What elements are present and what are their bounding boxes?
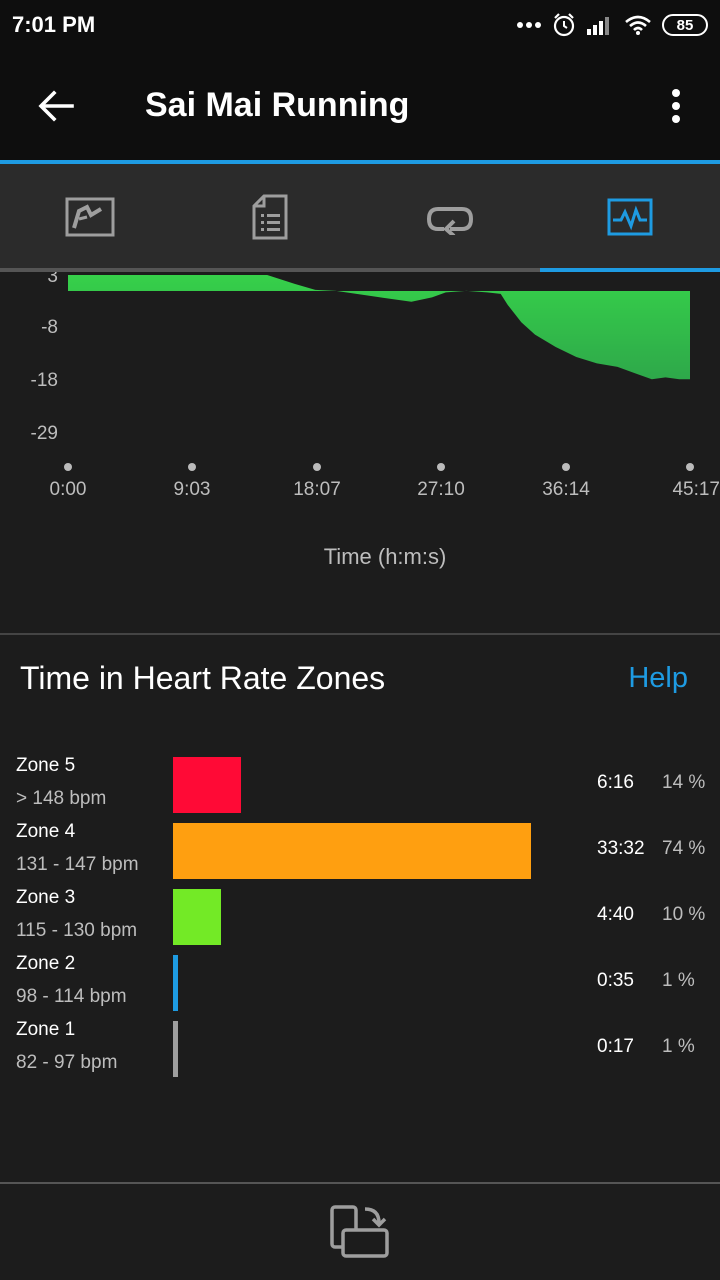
zone-name: Zone 1 xyxy=(16,1019,76,1040)
tab-details[interactable] xyxy=(180,164,360,270)
y-tick-label: 3 xyxy=(47,272,58,287)
battery-icon: 85 xyxy=(662,14,708,36)
section-divider xyxy=(0,633,720,635)
zone-bar xyxy=(173,823,531,879)
zone-time: 33:32 xyxy=(597,838,645,859)
x-tick-mark xyxy=(64,463,72,471)
x-tick-label: 9:03 xyxy=(173,479,211,500)
x-tick-mark xyxy=(188,463,196,471)
app-bar: Sai Mai Running xyxy=(0,50,720,162)
x-tick-mark xyxy=(437,463,445,471)
zone-range: > 148 bpm xyxy=(16,788,107,809)
active-tab-indicator xyxy=(540,268,720,272)
zone-name: Zone 2 xyxy=(16,953,76,974)
zone-range: 131 - 147 bpm xyxy=(16,854,139,875)
battery-level: 85 xyxy=(676,16,694,34)
x-tick-label: 45:17 xyxy=(672,479,720,500)
zone-range: 115 - 130 bpm xyxy=(16,920,138,941)
more-dots-icon xyxy=(517,22,541,28)
wifi-icon xyxy=(625,15,651,35)
x-tick-label: 27:10 xyxy=(417,479,465,500)
zones-section-title: Time in Heart Rate Zones xyxy=(20,660,386,696)
details-icon xyxy=(252,194,288,240)
back-arrow-icon xyxy=(38,90,74,122)
x-axis-label: Time (h:m:s) xyxy=(323,544,447,569)
bottom-divider xyxy=(0,1182,720,1184)
zone-time: 0:35 xyxy=(597,970,634,991)
zone-range: 82 - 97 bpm xyxy=(16,1052,118,1073)
tab-laps[interactable] xyxy=(360,164,540,270)
alarm-icon xyxy=(553,13,575,37)
zone-time: 0:17 xyxy=(597,1036,634,1057)
chart-plot-area xyxy=(68,275,690,380)
zone-bar xyxy=(173,757,241,813)
signal-icon xyxy=(587,17,609,35)
chart-icon xyxy=(607,198,653,236)
map-icon xyxy=(65,197,115,237)
zone-bar xyxy=(173,1021,178,1077)
overflow-menu-button[interactable] xyxy=(656,80,696,132)
zone-bar xyxy=(173,955,178,1011)
zone-bar xyxy=(173,889,221,945)
more-vert-icon xyxy=(672,89,680,123)
zone-percent: 74 % xyxy=(662,838,706,859)
zone-percent: 10 % xyxy=(662,904,706,925)
status-time: 7:01 PM xyxy=(12,12,96,37)
help-link[interactable]: Help xyxy=(628,662,688,694)
zone-name: Zone 4 xyxy=(16,821,76,842)
zone-name: Zone 3 xyxy=(16,887,76,908)
status-icons: 85 xyxy=(516,10,708,40)
zone-time: 4:40 xyxy=(597,904,634,925)
tab-bar xyxy=(0,164,720,270)
zone-percent: 1 % xyxy=(662,970,695,991)
tab-charts[interactable] xyxy=(540,164,720,270)
app-bar-accent-line xyxy=(0,160,720,164)
zone-time: 6:16 xyxy=(597,772,634,793)
zone-percent: 1 % xyxy=(662,1036,695,1057)
chart-area-series xyxy=(68,275,690,380)
back-button[interactable] xyxy=(28,80,84,132)
elevation-chart[interactable]: 3 -8 -18 -29 0:00 9:03 18:07 27:10 36:14… xyxy=(0,272,720,634)
status-bar: 7:01 PM 85 xyxy=(0,0,720,50)
laps-icon xyxy=(426,207,474,235)
rotate-screen-button[interactable] xyxy=(326,1200,394,1264)
tab-bar-underline xyxy=(0,268,720,272)
x-tick-mark xyxy=(562,463,570,471)
y-tick-label: -8 xyxy=(41,317,58,338)
x-tick-label: 36:14 xyxy=(542,479,590,500)
rotate-screen-icon xyxy=(330,1205,389,1258)
y-tick-label: -18 xyxy=(30,370,58,391)
zone-percent: 14 % xyxy=(662,772,706,793)
y-tick-label: -29 xyxy=(30,423,58,444)
zone-range: 98 - 114 bpm xyxy=(16,986,127,1007)
x-tick-mark xyxy=(313,463,321,471)
x-tick-mark xyxy=(686,463,694,471)
x-tick-label: 0:00 xyxy=(49,479,87,500)
page-title: Sai Mai Running xyxy=(145,86,410,124)
tab-map[interactable] xyxy=(0,164,180,270)
zone-name: Zone 5 xyxy=(16,755,76,776)
x-tick-label: 18:07 xyxy=(293,479,341,500)
